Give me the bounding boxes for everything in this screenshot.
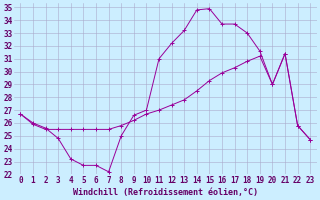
X-axis label: Windchill (Refroidissement éolien,°C): Windchill (Refroidissement éolien,°C) (73, 188, 258, 197)
